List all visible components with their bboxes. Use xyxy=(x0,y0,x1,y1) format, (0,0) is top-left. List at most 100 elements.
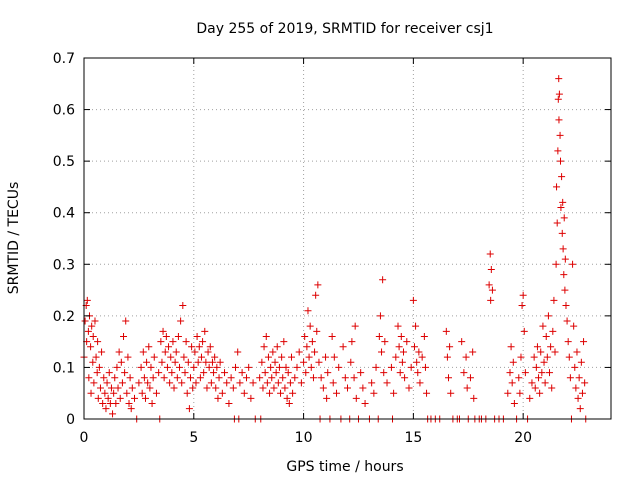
data-point xyxy=(120,332,128,340)
data-point xyxy=(268,374,276,382)
data-point xyxy=(560,214,568,222)
data-point xyxy=(165,343,173,351)
data-point xyxy=(533,343,541,351)
data-point xyxy=(179,302,187,310)
data-point xyxy=(351,322,359,330)
data-point xyxy=(264,353,272,361)
data-point xyxy=(302,369,310,377)
data-point xyxy=(528,379,536,387)
data-point xyxy=(559,198,567,206)
data-point xyxy=(569,260,577,268)
data-point xyxy=(519,291,527,299)
data-point xyxy=(221,369,229,377)
data-point xyxy=(124,353,132,361)
data-point xyxy=(274,379,282,387)
data-point xyxy=(576,405,584,413)
data-point xyxy=(92,353,100,361)
data-point xyxy=(157,338,165,346)
data-point xyxy=(516,389,524,397)
data-point xyxy=(81,317,89,325)
data-point xyxy=(352,394,360,402)
data-point xyxy=(304,307,312,315)
data-point xyxy=(213,363,221,371)
data-point xyxy=(201,327,209,335)
data-point xyxy=(571,363,579,371)
data-point xyxy=(558,173,566,181)
data-point xyxy=(344,384,351,392)
data-point xyxy=(107,384,115,392)
data-point xyxy=(357,369,365,377)
data-point xyxy=(240,389,248,397)
data-point xyxy=(581,379,589,387)
data-point xyxy=(139,348,147,356)
data-point xyxy=(368,379,376,387)
data-point xyxy=(271,358,279,366)
data-point xyxy=(193,332,201,340)
data-point xyxy=(324,369,332,377)
data-point xyxy=(208,358,216,366)
data-point xyxy=(227,374,235,382)
data-point xyxy=(190,363,198,371)
data-point xyxy=(192,379,200,387)
data-point xyxy=(559,245,567,253)
data-point xyxy=(350,374,358,382)
data-point xyxy=(147,363,155,371)
data-point xyxy=(553,219,561,227)
data-point xyxy=(177,317,185,325)
data-point xyxy=(168,369,176,377)
data-point xyxy=(543,353,551,361)
data-point xyxy=(515,374,523,382)
data-point xyxy=(159,327,167,335)
data-point xyxy=(212,384,220,392)
data-point xyxy=(488,286,496,294)
data-point xyxy=(421,363,429,371)
data-point xyxy=(128,384,136,392)
data-point xyxy=(329,379,337,387)
data-point xyxy=(446,343,454,351)
data-point xyxy=(269,348,277,356)
chart-title: Day 255 of 2019, SRMTID for receiver csj… xyxy=(196,21,493,37)
data-point xyxy=(535,374,543,382)
data-point xyxy=(562,302,570,310)
x-tick-label: 5 xyxy=(189,430,198,446)
data-point xyxy=(163,363,171,371)
data-point xyxy=(150,353,158,361)
data-point xyxy=(194,358,202,366)
data-point xyxy=(111,374,119,382)
data-point xyxy=(89,358,97,366)
data-point xyxy=(275,363,283,371)
x-tick-label: 20 xyxy=(514,430,532,446)
data-point xyxy=(281,384,289,392)
data-point xyxy=(564,338,572,346)
data-point xyxy=(186,374,194,382)
plot-frame xyxy=(83,57,612,420)
data-point xyxy=(109,410,117,418)
data-point xyxy=(547,343,555,351)
data-point xyxy=(572,384,580,392)
data-point xyxy=(392,353,400,361)
data-point xyxy=(508,379,516,387)
data-point xyxy=(309,374,317,382)
data-point xyxy=(462,353,470,361)
data-point xyxy=(197,353,205,361)
data-point xyxy=(532,363,540,371)
data-point xyxy=(414,369,422,377)
data-point xyxy=(102,405,110,413)
data-point xyxy=(127,405,135,413)
data-point xyxy=(176,363,184,371)
data-point xyxy=(485,281,493,289)
data-point xyxy=(297,379,305,387)
data-point xyxy=(560,271,568,279)
data-point xyxy=(118,379,126,387)
data-point xyxy=(412,322,420,330)
data-point xyxy=(103,379,111,387)
data-point xyxy=(104,394,112,402)
data-point xyxy=(443,353,451,361)
data-point xyxy=(458,338,466,346)
data-point xyxy=(487,296,495,304)
data-point xyxy=(378,348,386,356)
data-point xyxy=(380,369,388,377)
data-point xyxy=(361,400,369,408)
data-point xyxy=(114,384,122,392)
data-point xyxy=(530,353,538,361)
